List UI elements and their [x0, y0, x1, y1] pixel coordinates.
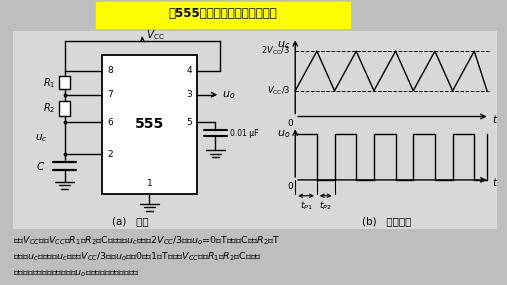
Bar [59, 101, 70, 116]
Text: $t_{P2}$: $t_{P2}$ [319, 200, 332, 212]
Text: 0: 0 [287, 119, 293, 127]
Text: (a)   电路: (a) 电路 [112, 217, 149, 227]
Text: 0: 0 [287, 182, 293, 191]
Text: $t$: $t$ [492, 176, 498, 188]
Text: $u_o$: $u_o$ [277, 129, 291, 140]
Bar [102, 55, 197, 194]
Bar [59, 76, 70, 89]
Text: $u_c$: $u_c$ [35, 133, 47, 144]
Text: 3: 3 [186, 90, 192, 99]
Text: 放电，$u_c$下降。当$u_c$下降到$V_{CC}/3$时，$u_o$又由0变为1，T截止，$V_{CC}$又经$R_1$和$R_2$对C充电。: 放电，$u_c$下降。当$u_c$下降到$V_{CC}/3$时，$u_o$又由0… [13, 251, 262, 263]
Text: 如此重复上述过程，在输出端$u_o$产生了连续的矩形脉冲。: 如此重复上述过程，在输出端$u_o$产生了连续的矩形脉冲。 [13, 269, 139, 279]
Bar [96, 2, 350, 28]
Text: $V_{\rm CC}$: $V_{\rm CC}$ [146, 28, 165, 42]
Text: $2V_{\rm CC}/3$: $2V_{\rm CC}/3$ [261, 45, 291, 57]
Text: 2: 2 [107, 150, 113, 159]
Text: 由555定时器构成的多谐振荡器: 由555定时器构成的多谐振荡器 [169, 7, 277, 20]
Text: 4: 4 [186, 66, 192, 76]
Text: 接通$V_{CC}$后，$V_{CC}$经$R_1$和$R_2$对C充电。当$u_c$上升到$2V_{CC}/3$时，$u_o$=0，T导通，C通过$R_2$和: 接通$V_{CC}$后，$V_{CC}$经$R_1$和$R_2$对C充电。当$u… [13, 234, 280, 247]
Text: $u_o$: $u_o$ [223, 89, 236, 101]
Text: 5: 5 [186, 118, 192, 127]
Text: 555: 555 [135, 117, 164, 131]
Text: $V_{\rm CC}/3$: $V_{\rm CC}/3$ [267, 85, 291, 97]
Text: 1: 1 [147, 179, 152, 188]
Text: 8: 8 [107, 66, 113, 76]
Text: $C$: $C$ [37, 160, 46, 172]
Text: 7: 7 [107, 90, 113, 99]
Text: $u_c$: $u_c$ [277, 39, 291, 51]
Text: 6: 6 [107, 118, 113, 127]
Text: 0.01 μF: 0.01 μF [230, 129, 258, 138]
Text: (b)   工作波形: (b) 工作波形 [361, 217, 411, 227]
Text: $t_{P1}$: $t_{P1}$ [300, 200, 312, 212]
Text: $t$: $t$ [492, 113, 498, 125]
Text: $R_1$: $R_1$ [43, 76, 55, 90]
Text: $R_2$: $R_2$ [43, 102, 55, 115]
